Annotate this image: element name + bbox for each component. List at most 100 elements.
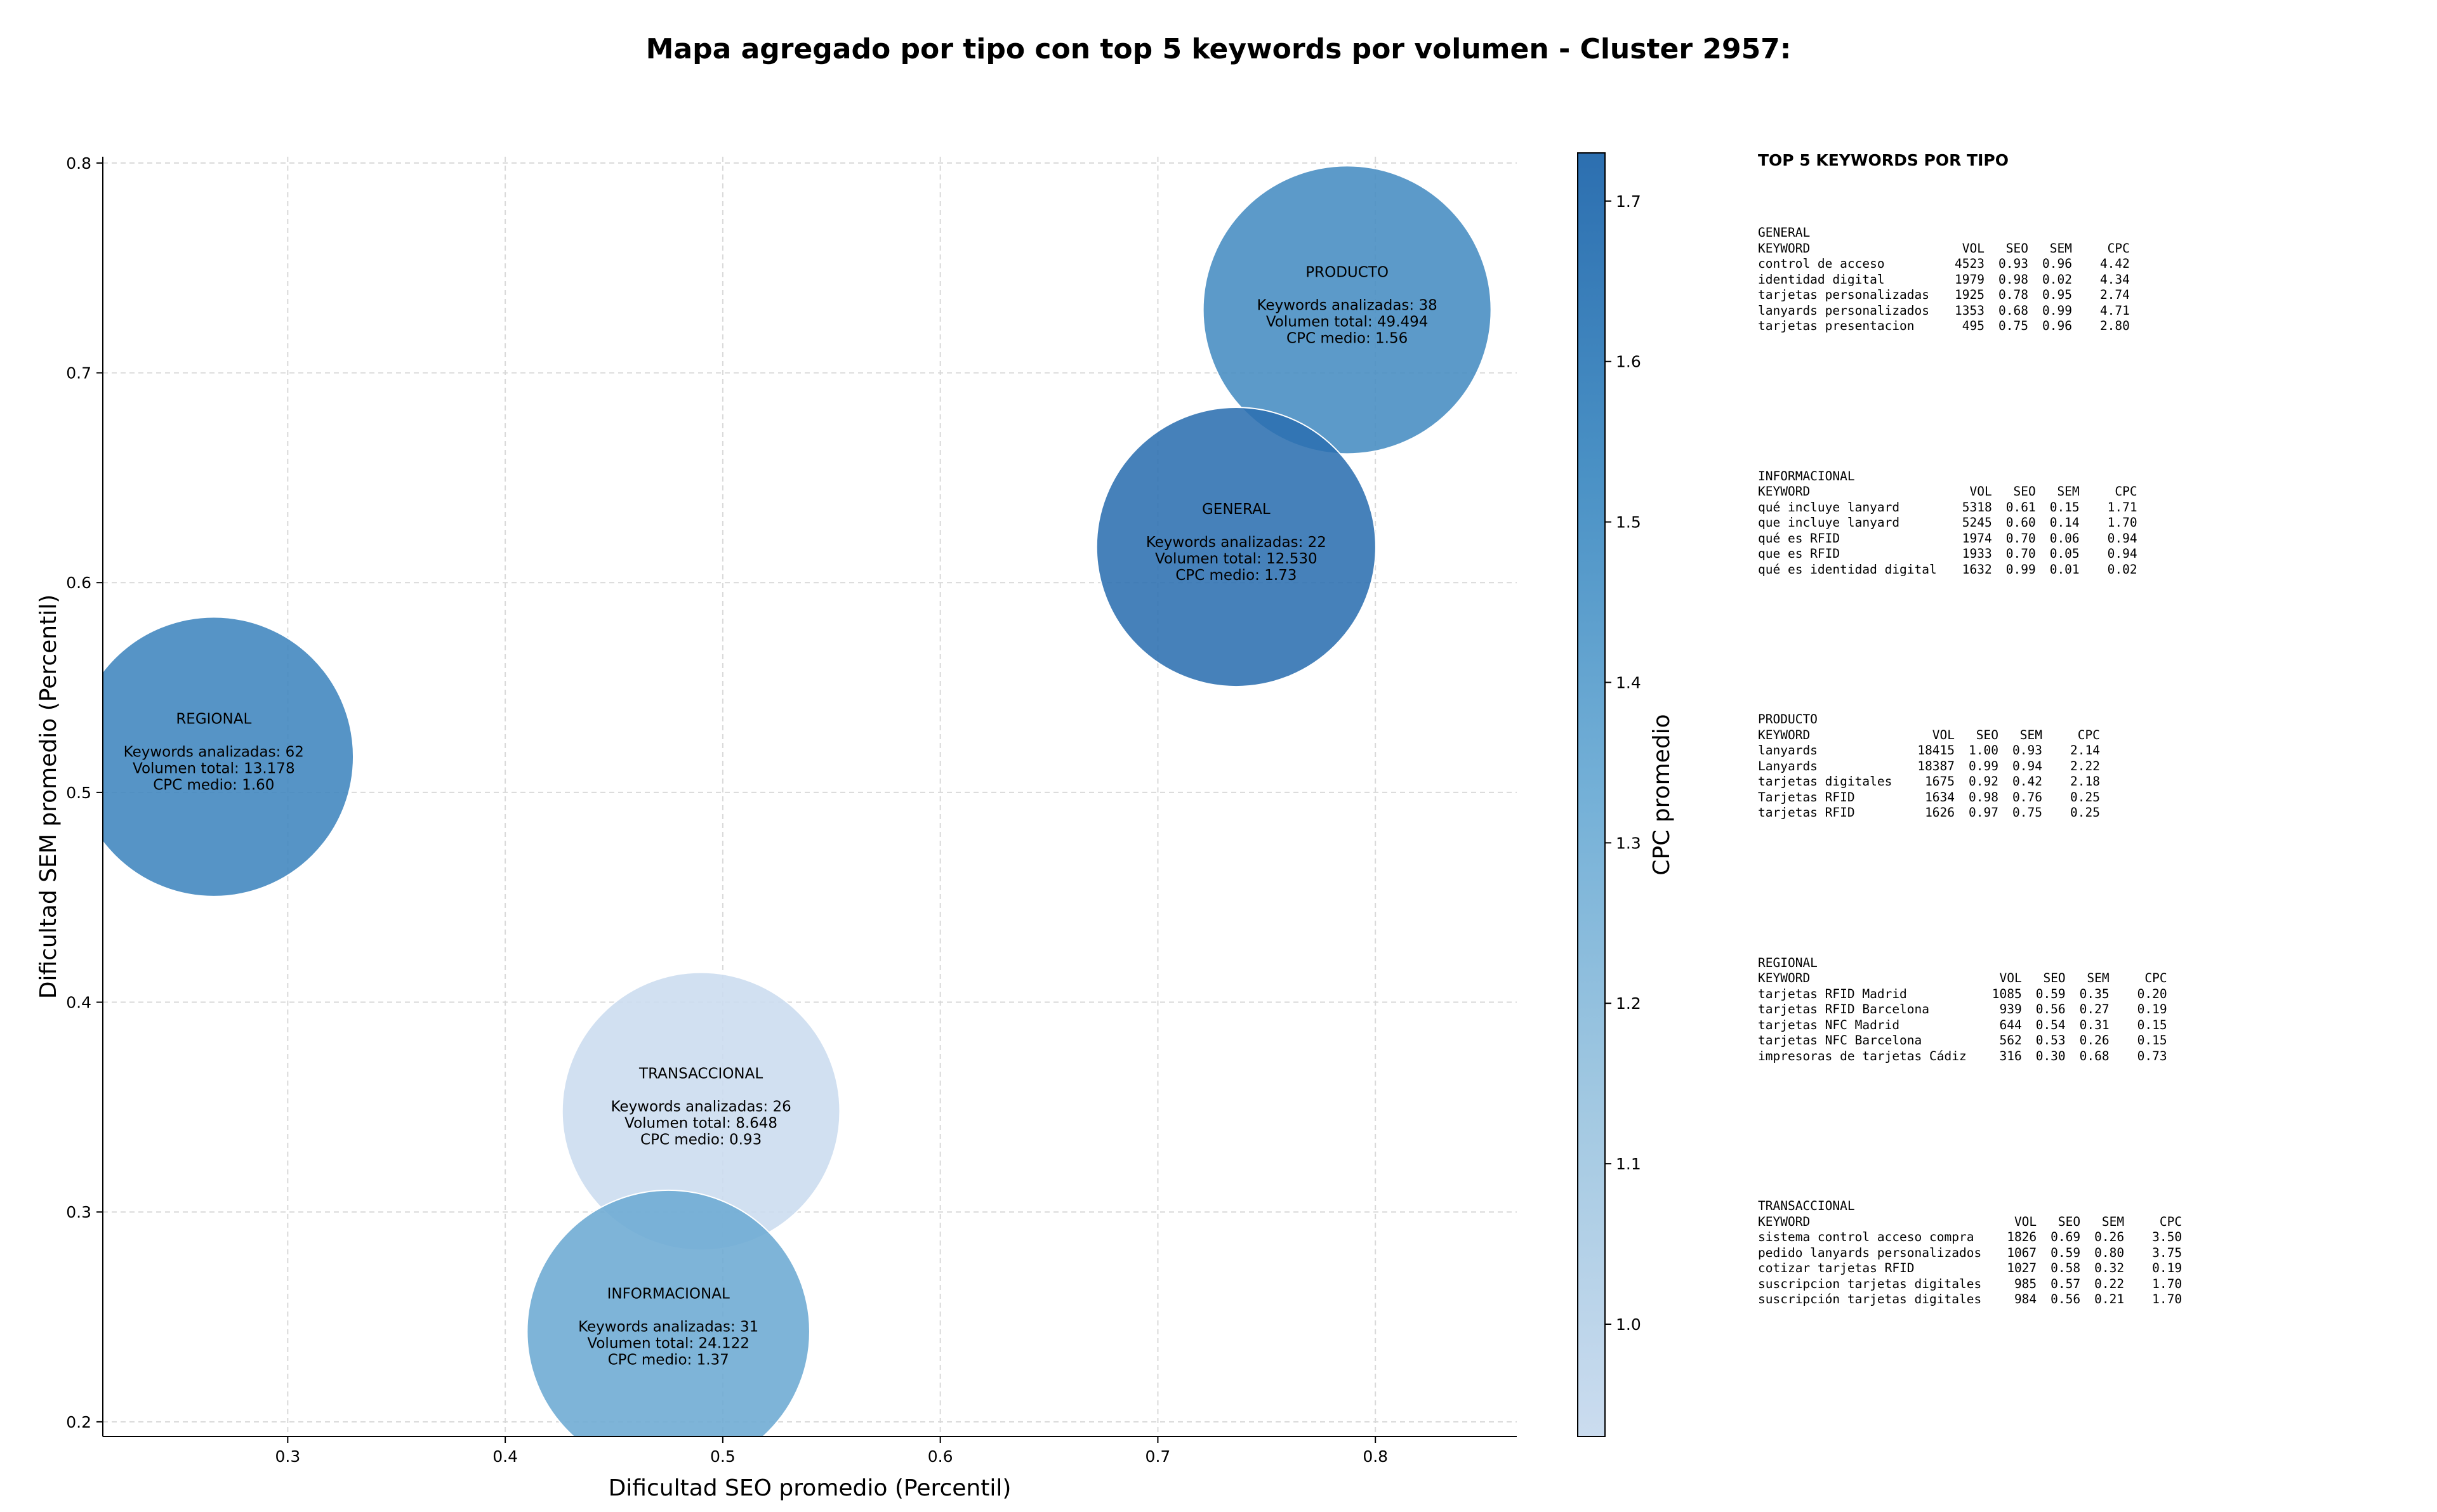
bubble-general <box>1095 406 1377 688</box>
table-cell: 0.99 <box>2005 562 2036 577</box>
table-cell: 2.18 <box>2070 774 2100 789</box>
table-cell: 1.71 <box>2107 499 2137 515</box>
table-cell: 3.50 <box>2152 1230 2183 1244</box>
column-header: SEO <box>2013 484 2036 499</box>
group-name: TRANSACCIONAL <box>1758 1199 1855 1213</box>
table-row: tarjetas personalizadas 1925 0.78 0.95 2.74 <box>1758 287 2130 303</box>
y-tick-label: 0.8 <box>66 154 91 173</box>
table-row: suscripcion tarjetas digitales 985 0.57 0.2… <box>1758 1277 2182 1292</box>
keyword-table-general: GENERAL KEYWORD VOL SEO SEM CPC control de acc… <box>1758 225 2130 334</box>
table-cell: 0.05 <box>2049 546 2080 561</box>
column-header: CPC <box>2144 971 2167 985</box>
y-axis-label: Dificultad SEM promedio (Percentil) <box>36 595 62 999</box>
table-cell: 562 <box>1999 1033 2022 1048</box>
table-cell: suscripción tarjetas digitales <box>1758 1292 1982 1306</box>
group-name: INFORMACIONAL <box>1758 468 1855 483</box>
table-cell: 0.75 <box>2012 805 2042 820</box>
bubble-label-name: PRODUCTO <box>1305 264 1389 280</box>
table-cell: 0.01 <box>2049 562 2080 577</box>
table-cell: 1826 <box>2007 1230 2037 1244</box>
table-cell: 0.25 <box>2070 805 2100 820</box>
table-cell: identidad digital <box>1758 272 1885 287</box>
table-cell: 0.97 <box>1969 805 1998 820</box>
table-cell: 0.78 <box>1998 287 2028 302</box>
table-cell: 0.98 <box>1969 789 1998 805</box>
colorbar-tick-label: 1.4 <box>1616 673 1641 692</box>
table-cell: 316 <box>1999 1048 2022 1063</box>
table-cell: 1.70 <box>2152 1292 2183 1306</box>
table-cell: 3.75 <box>2152 1245 2183 1260</box>
group-name: PRODUCTO <box>1758 712 1818 726</box>
column-header: VOL <box>1969 484 1992 499</box>
keyword-table-producto: PRODUCTO KEYWORD VOL SEO SEM CPC lanyards 18415… <box>1758 712 2100 821</box>
table-cell: 0.68 <box>1998 303 2028 318</box>
table-cell: 0.96 <box>2042 319 2072 333</box>
column-header: SEM <box>2057 484 2080 499</box>
column-header: KEYWORD <box>1758 727 1811 742</box>
table-cell: 1933 <box>1962 546 1992 561</box>
colorbar-tick-label: 1.6 <box>1616 353 1641 371</box>
table-cell: 0.53 <box>2035 1033 2066 1048</box>
keyword-table-transaccional: TRANSACCIONAL KEYWORD VOL SEO SEM CPC sistema … <box>1758 1199 2182 1308</box>
x-axis-label: Dificultad SEO promedio (Percentil) <box>609 1475 1012 1501</box>
table-cell: impresoras de tarjetas Cádiz <box>1758 1048 1967 1063</box>
table-cell: 0.99 <box>1969 758 1998 773</box>
column-header: KEYWORD <box>1758 971 1811 985</box>
bubble-label-line: Volumen total: 49.494 <box>1266 313 1429 330</box>
table-cell: que es RFID <box>1758 546 1840 561</box>
table-cell: 0.14 <box>2049 515 2080 530</box>
column-header: CPC <box>2077 727 2100 742</box>
column-header: SEO <box>2005 240 2028 256</box>
bubble-label-line: CPC medio: 0.93 <box>640 1131 762 1148</box>
table-cell: qué es RFID <box>1758 530 1840 546</box>
table-cell: 5318 <box>1962 499 1992 515</box>
table-cell: suscripcion tarjetas digitales <box>1758 1276 1982 1291</box>
table-row: pedido lanyards personalizados 1067 0.59 0.… <box>1758 1246 2182 1261</box>
table-cell: 4.71 <box>2099 303 2130 318</box>
table-cell: 985 <box>2014 1276 2037 1291</box>
bubble-label-line: Keywords analizadas: 62 <box>124 744 304 761</box>
x-tick-label: 0.8 <box>1363 1447 1388 1466</box>
table-cell: tarjetas personalizadas <box>1758 287 1930 302</box>
bubble-label-line: CPC medio: 1.37 <box>608 1352 729 1369</box>
table-cell: 0.93 <box>1998 256 2028 271</box>
column-header: SEO <box>2043 971 2066 985</box>
table-row: tarjetas RFID 1626 0.97 0.75 0.25 <box>1758 805 2100 821</box>
bubble-informacional <box>526 1189 810 1436</box>
table-cell: 4.34 <box>2099 272 2130 287</box>
panel-title: TOP 5 KEYWORDS POR TIPO <box>1758 151 2009 169</box>
table-row: impresoras de tarjetas Cádiz 316 0.30 0.68 0… <box>1758 1049 2167 1065</box>
table-cell: 0.57 <box>2051 1276 2081 1291</box>
column-header: SEM <box>2049 240 2072 256</box>
table-cell: tarjetas digitales <box>1758 774 1892 789</box>
bubble-producto <box>1202 165 1492 455</box>
table-cell: 0.26 <box>2079 1033 2110 1048</box>
column-header: VOL <box>1962 240 1985 256</box>
colorbar-label: CPC promedio <box>1649 714 1675 875</box>
table-cell: 0.60 <box>2005 515 2036 530</box>
table-row: qué es identidad digital 1632 0.99 0.01 0.02 <box>1758 562 2137 578</box>
table-cell: sistema control acceso compra <box>1758 1230 1974 1244</box>
table-cell: 0.69 <box>2051 1230 2081 1244</box>
column-header: KEYWORD <box>1758 240 1811 256</box>
column-header: KEYWORD <box>1758 1214 1811 1229</box>
table-row: control de acceso 4523 0.93 0.96 4.42 <box>1758 256 2130 272</box>
table-cell: 1085 <box>1991 986 2022 1001</box>
table-cell: control de acceso <box>1758 256 1885 271</box>
bubble-label-name: GENERAL <box>1202 501 1271 518</box>
table-cell: 495 <box>1962 319 1985 333</box>
table-row: tarjetas NFC Barcelona 562 0.53 0.26 0.15 <box>1758 1033 2167 1049</box>
colorbar-gradient <box>1577 152 1606 1437</box>
column-header: SEM <box>2101 1214 2125 1229</box>
table-cell: 0.27 <box>2079 1002 2110 1016</box>
colorbar-tick-label: 1.3 <box>1616 834 1641 852</box>
bubble-label-line: CPC medio: 1.73 <box>1175 567 1297 584</box>
keyword-table-informacional: INFORMACIONAL KEYWORD VOL SEO SEM CPC qué incl… <box>1758 469 2137 578</box>
bubble-label-line: Keywords analizadas: 38 <box>1257 297 1437 313</box>
bubble-label-line: CPC medio: 1.56 <box>1286 330 1408 346</box>
table-cell: lanyards personalizados <box>1758 303 1930 318</box>
table-cell: tarjetas presentacion <box>1758 319 1915 333</box>
y-tick-label: 0.5 <box>66 784 91 802</box>
table-cell: 18415 <box>1917 743 1955 758</box>
